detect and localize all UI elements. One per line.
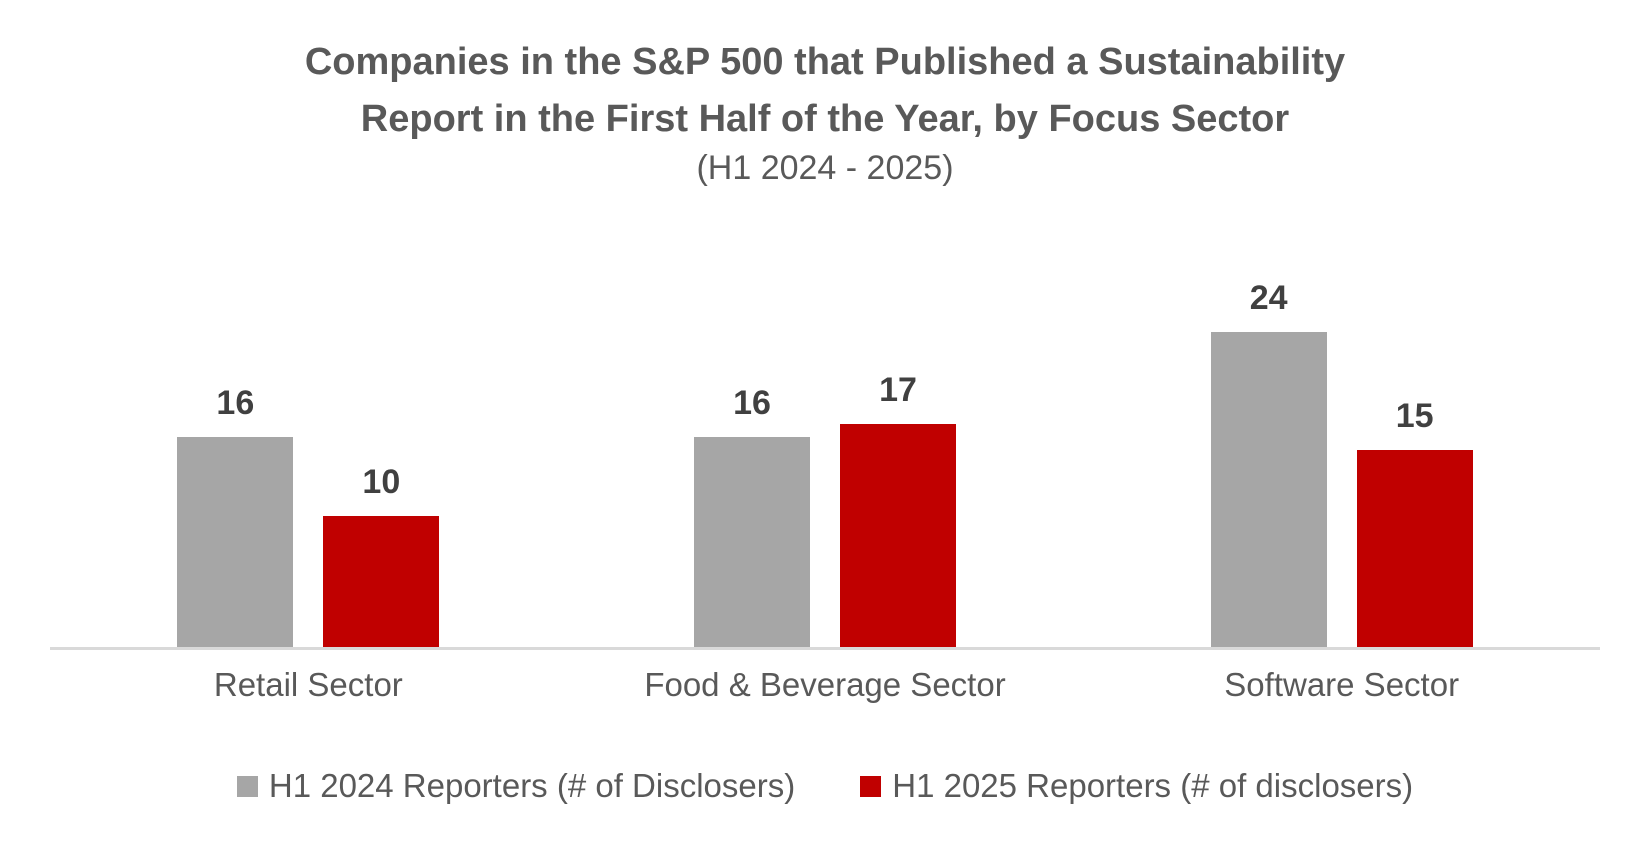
chart-title-line-2: Report in the First Half of the Year, by…	[360, 98, 1290, 140]
data-label-h1-2025-software-sector: 15	[1395, 397, 1434, 435]
bar-cell-h1-2024-food-beverage-sector: 16	[694, 383, 810, 647]
bar-h1-2024-software-sector	[1210, 332, 1327, 647]
chart-title-line-1: Companies in the S&P 500 that Published …	[304, 41, 1346, 83]
chart-title: Companies in the S&P 500 that Published …	[0, 34, 1650, 148]
data-label-h1-2025-retail-sector: 10	[362, 463, 401, 501]
plot-area: 16 10 16 17 24 15	[50, 227, 1600, 647]
bar-cell-h1-2024-software-sector: 24	[1210, 278, 1327, 647]
category-label-food-beverage-sector: Food & Beverage Sector	[644, 666, 1006, 703]
bar-h1-2025-software-sector	[1356, 450, 1473, 647]
data-label-h1-2024-software-sector: 24	[1249, 279, 1288, 317]
legend-swatch-icon-h1-2025	[860, 775, 882, 797]
bar-group-retail-sector: 16 10	[50, 227, 567, 647]
legend-swatch-icon-h1-2024	[236, 775, 258, 797]
bar-h1-2025-food-beverage-sector	[840, 424, 956, 647]
legend-item-h1-2024: H1 2024 Reporters (# of Disclosers)	[236, 766, 796, 806]
category-axis-labels: Retail Sector Food & Beverage Sector Softw…	[50, 662, 1600, 707]
category-label-software-sector: Software Sector	[1224, 666, 1460, 703]
data-label-h1-2024-retail-sector: 16	[216, 384, 255, 422]
category-label-retail-sector: Retail Sector	[213, 666, 403, 703]
legend: H1 2024 Reporters (# of Disclosers) H1 20…	[0, 762, 1650, 810]
bar-cell-h1-2025-retail-sector: 10	[323, 462, 440, 647]
bar-h1-2024-retail-sector	[177, 437, 294, 647]
bar-h1-2025-retail-sector	[323, 516, 440, 647]
bar-h1-2024-food-beverage-sector	[694, 437, 810, 647]
legend-label-h1-2025: H1 2025 Reporters (# of disclosers)	[892, 767, 1414, 804]
bar-cell-h1-2024-retail-sector: 16	[177, 383, 294, 647]
chart-subtitle: (H1 2024 - 2025)	[696, 149, 954, 187]
data-label-h1-2025-food-beverage-sector: 17	[879, 371, 917, 409]
bar-group-software-sector: 24 15	[1083, 227, 1600, 647]
bar-cell-h1-2025-food-beverage-sector: 17	[840, 370, 956, 647]
data-label-h1-2024-food-beverage-sector: 16	[733, 384, 771, 422]
bar-group-food-beverage-sector: 16 17	[567, 227, 1084, 647]
x-axis-line	[50, 647, 1600, 650]
legend-item-h1-2025: H1 2025 Reporters (# of disclosers)	[860, 766, 1413, 806]
legend-label-h1-2024: H1 2024 Reporters (# of Disclosers)	[268, 767, 796, 804]
bar-cell-h1-2025-software-sector: 15	[1356, 396, 1473, 647]
